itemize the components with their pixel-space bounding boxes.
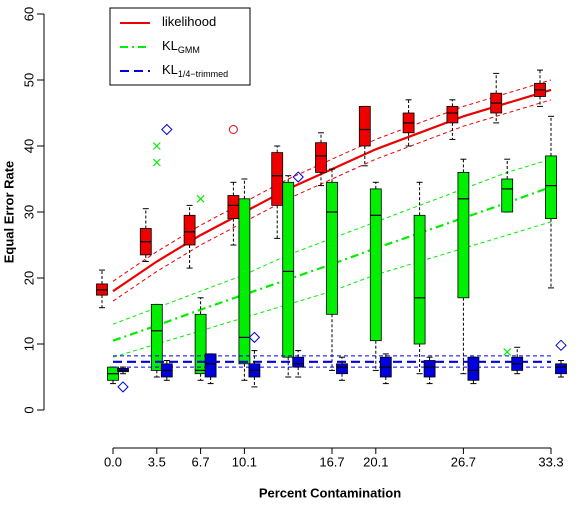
x-tick-label: 6.7 [192, 454, 210, 469]
y-tick-label: 30 [21, 205, 36, 219]
fit-line [112, 158, 552, 325]
fit-line [112, 99, 552, 302]
box [326, 181, 338, 315]
outlier [152, 142, 161, 150]
x-tick-label: 16.7 [319, 454, 344, 469]
legend-name: KL [162, 38, 178, 53]
box [446, 106, 459, 124]
x-tick-label: 33.3 [538, 454, 563, 469]
box [369, 188, 382, 342]
box [150, 303, 163, 371]
box [315, 142, 327, 173]
box [545, 155, 557, 219]
x-tick-label: 20.1 [363, 454, 388, 469]
y-tick-label: 50 [21, 73, 36, 87]
box [555, 363, 567, 375]
x-tick-label: 10.1 [232, 454, 257, 469]
outlier [196, 194, 205, 203]
fit-line [112, 185, 552, 342]
outlier [152, 158, 161, 167]
box [501, 178, 514, 213]
outlier [292, 171, 304, 183]
box [204, 353, 217, 378]
legend-name: likelihood [162, 14, 216, 29]
x-axis-title: Percent Contamination [259, 485, 401, 500]
y-tick-label: 40 [21, 139, 36, 153]
x-tick-label: 3.5 [148, 454, 166, 469]
legend-label: KL1/4−trimmed [162, 62, 228, 79]
box [227, 195, 240, 220]
box [423, 360, 436, 378]
box [336, 363, 348, 375]
outlier [117, 381, 129, 393]
legend-subscript: 1/4−trimmed [178, 69, 228, 79]
outlier [248, 331, 261, 344]
x-tick-label: 0.0 [104, 454, 122, 469]
y-tick-label: 10 [21, 337, 36, 351]
legend-name: KL [162, 62, 178, 77]
box [183, 214, 196, 246]
outlier [161, 123, 173, 136]
outlier [555, 339, 567, 352]
box [194, 313, 207, 375]
outlier [503, 347, 512, 356]
y-tick-label: 0 [21, 406, 36, 413]
x-tick-label: 26.7 [451, 454, 476, 469]
legend-label: KLGMM [162, 38, 200, 55]
box [457, 171, 470, 299]
legend-subscript: GMM [178, 45, 200, 55]
box [413, 214, 426, 345]
box [282, 181, 295, 358]
y-tick-label: 20 [21, 271, 36, 285]
legend-label: likelihood [162, 14, 216, 29]
y-axis-title: Equal Error Rate [1, 161, 16, 264]
box [238, 198, 251, 365]
box [271, 152, 284, 206]
box [358, 106, 371, 147]
box [467, 356, 480, 381]
box [292, 356, 305, 368]
outlier [228, 125, 238, 134]
y-tick-label: 60 [21, 7, 36, 21]
